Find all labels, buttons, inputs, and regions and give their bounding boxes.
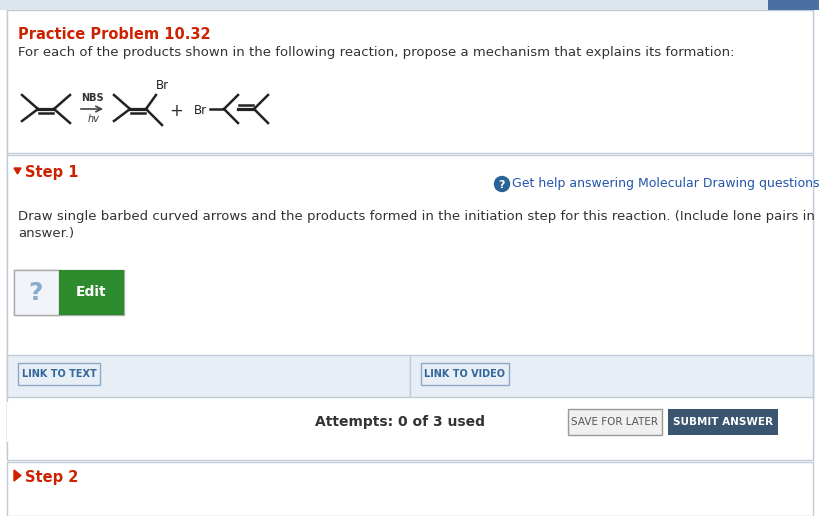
Text: LINK TO TEXT: LINK TO TEXT [21,369,97,379]
Text: Get help answering Molecular Drawing questions.: Get help answering Molecular Drawing que… [511,178,819,190]
Bar [0,0,819,10]
Text: answer.): answer.) [18,227,74,240]
Text: Attempts: 0 of 3 used: Attempts: 0 of 3 used [314,415,484,429]
Bar [7,155,812,460]
Polygon shape [14,470,21,481]
Text: +: + [169,102,183,120]
Text: Edit: Edit [75,285,106,299]
Text: ?: ? [29,281,43,304]
Bar [7,402,812,442]
Text: LINK TO VIDEO: LINK TO VIDEO [424,369,505,379]
Text: Br: Br [156,79,169,92]
Bar [14,270,124,315]
Bar [7,10,812,153]
Bar [7,10,812,458]
Bar [14,270,59,315]
Text: NBS: NBS [80,93,103,103]
Text: Step 1: Step 1 [25,165,79,180]
Text: Practice Problem 10.32: Practice Problem 10.32 [18,27,210,42]
Text: SAVE FOR LATER: SAVE FOR LATER [571,417,658,427]
Text: Step 2: Step 2 [25,470,79,485]
Circle shape [494,176,509,191]
Bar [18,363,100,385]
Bar [59,270,124,315]
Text: Br: Br [194,105,207,118]
Text: SUBMIT ANSWER: SUBMIT ANSWER [672,417,772,427]
Text: ?: ? [498,180,505,189]
Polygon shape [14,168,21,174]
Bar [667,409,777,435]
Text: Draw single barbed curved arrows and the products formed in the initiation step : Draw single barbed curved arrows and the… [18,210,819,223]
Text: For each of the products shown in the following reaction, propose a mechanism th: For each of the products shown in the fo… [18,46,734,59]
Bar [420,363,509,385]
Bar [767,0,819,10]
Text: hv: hv [88,114,100,124]
Bar [410,355,812,397]
Bar [7,462,812,516]
Bar [7,355,410,397]
Bar [568,409,661,435]
